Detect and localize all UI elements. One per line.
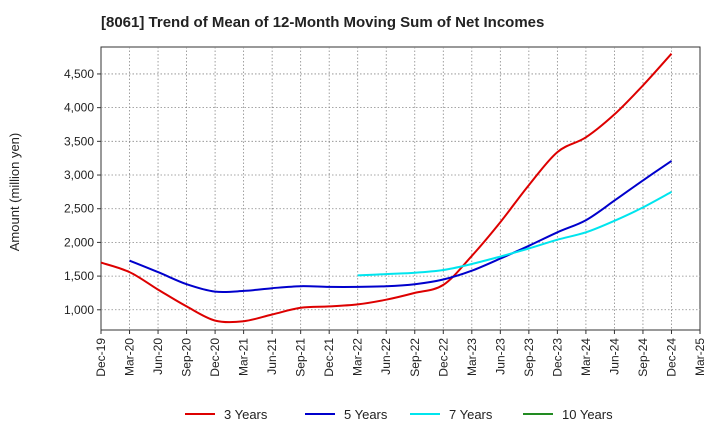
legend-label-3-years: 3 Years: [224, 407, 268, 422]
y-axis-title: Amount (million yen): [7, 133, 22, 252]
legend-label-7-years: 7 Years: [449, 407, 493, 422]
x-tick-label: Sep-21: [294, 338, 308, 377]
series-line-5-years: [129, 160, 673, 294]
y-tick-label: 2,500: [64, 202, 94, 216]
x-tick-label: Sep-24: [636, 338, 650, 377]
x-tick-label: Dec-24: [664, 338, 678, 377]
y-tick-label: 3,500: [64, 134, 94, 148]
x-tick-label: Sep-20: [180, 338, 194, 377]
y-tick-label: 1,500: [64, 269, 94, 283]
chart-title: [8061] Trend of Mean of 12-Month Moving …: [101, 14, 545, 31]
plot-area: [100, 46, 701, 331]
y-tick-label: 1,000: [64, 303, 94, 317]
x-tick-label: Mar-22: [351, 338, 365, 376]
x-tick-label: Mar-21: [237, 338, 251, 376]
x-tick-label: Mar-23: [465, 338, 479, 376]
y-tick-label: 3,000: [64, 168, 94, 182]
series-lines: [100, 53, 673, 324]
x-tick-label: Jun-24: [607, 338, 621, 375]
x-tick-label: Mar-24: [579, 338, 593, 376]
x-tick-label: Dec-19: [94, 338, 108, 377]
y-tick-label: 4,500: [64, 67, 94, 81]
x-tick-label: Jun-21: [265, 338, 279, 375]
series-line-3-years: [100, 53, 673, 324]
legend-label-10-years: 10 Years: [562, 407, 613, 422]
x-tick-label: Jun-22: [379, 338, 393, 375]
x-tick-label: Jun-20: [151, 338, 165, 375]
x-tick-label: Jun-23: [493, 338, 507, 375]
grid-lines: [101, 47, 700, 330]
x-tick-label: Mar-25: [693, 338, 707, 376]
y-tick-label: 2,000: [64, 235, 94, 249]
x-tick-label: Dec-23: [550, 338, 564, 377]
y-axis-ticks: 1,000 1,500 2,000 2,500 3,000 3,500 4,000 4,500: [64, 67, 101, 317]
legend-label-5-years: 5 Years: [344, 407, 388, 422]
x-tick-label: Sep-23: [522, 338, 536, 377]
y-tick-label: 4,000: [64, 101, 94, 115]
x-tick-label: Sep-22: [408, 338, 422, 377]
x-tick-label: Dec-21: [322, 338, 336, 377]
x-axis-ticks: Dec-19 Mar-20 Jun-20 Sep-20 Dec-20 Mar-21 Jun-…: [94, 330, 707, 377]
series-line-7-years: [357, 191, 672, 277]
x-tick-label: Dec-22: [436, 338, 450, 377]
x-tick-label: Mar-20: [123, 338, 137, 376]
legend: 3 Years 5 Years 7 Years 10 Years: [185, 407, 613, 422]
x-tick-label: Dec-20: [208, 338, 222, 377]
